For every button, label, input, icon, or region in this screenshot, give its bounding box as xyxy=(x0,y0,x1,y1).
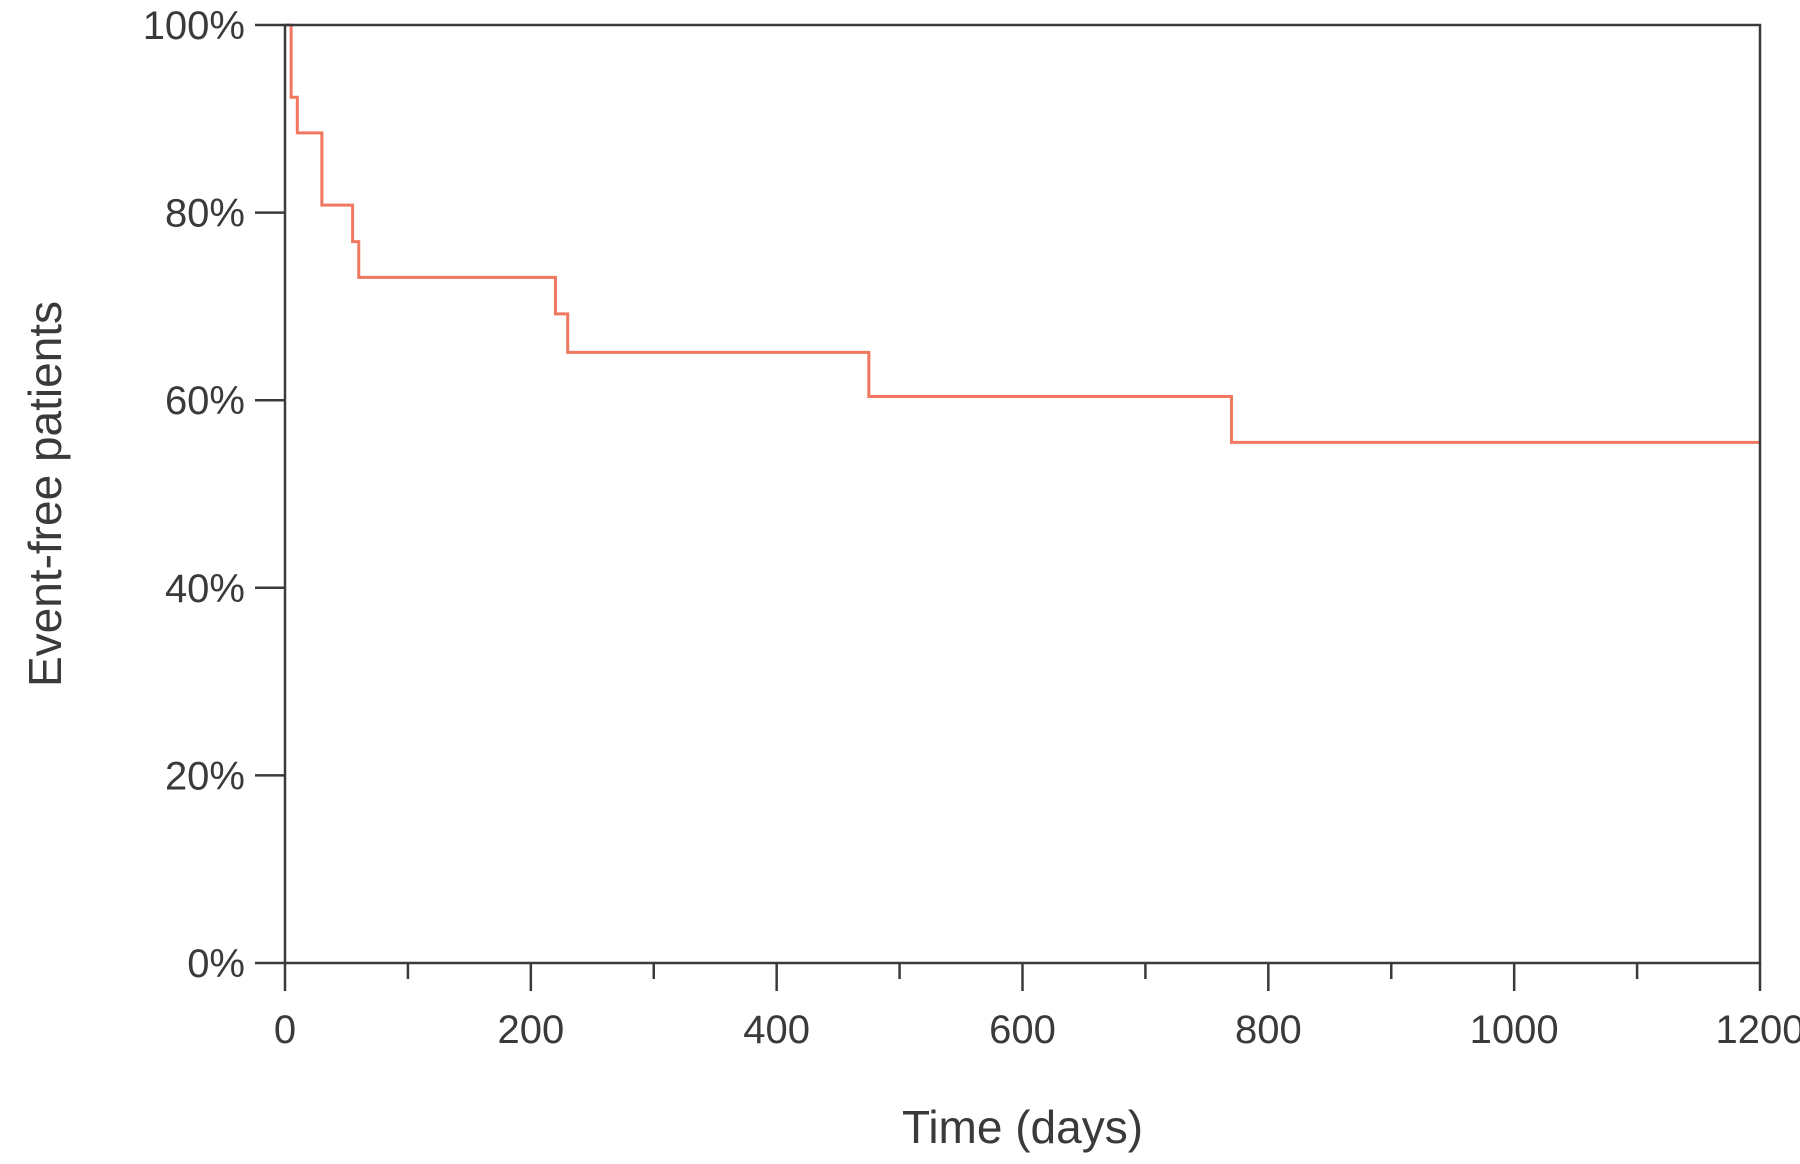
y-tick-label: 80% xyxy=(165,192,245,236)
x-tick-label: 0 xyxy=(274,1008,296,1052)
x-axis-title: Time (days) xyxy=(902,1101,1143,1153)
x-tick-label: 1000 xyxy=(1470,1008,1559,1052)
y-tick-label: 60% xyxy=(165,379,245,423)
y-tick-label: 20% xyxy=(165,754,245,798)
survival-curve xyxy=(285,23,1760,444)
y-tick-label: 100% xyxy=(143,4,245,48)
x-tick-label: 600 xyxy=(989,1008,1056,1052)
x-tick-label: 200 xyxy=(497,1008,564,1052)
x-tick-label: 1200 xyxy=(1716,1008,1800,1052)
y-tick-label: 40% xyxy=(165,567,245,611)
x-tick-label: 400 xyxy=(743,1008,810,1052)
tick-labels: 0% 20% 40% 60% 80% 100% 0 200 400 600 800 1000 1200 xyxy=(143,4,1800,1052)
y-axis-title: Event-free patients xyxy=(19,301,71,687)
curve-layer xyxy=(285,23,1760,444)
x-tick-label: 800 xyxy=(1235,1008,1302,1052)
plot-frame xyxy=(283,23,1762,965)
axis-ticks xyxy=(255,23,1762,991)
y-tick-label: 0% xyxy=(187,942,245,986)
